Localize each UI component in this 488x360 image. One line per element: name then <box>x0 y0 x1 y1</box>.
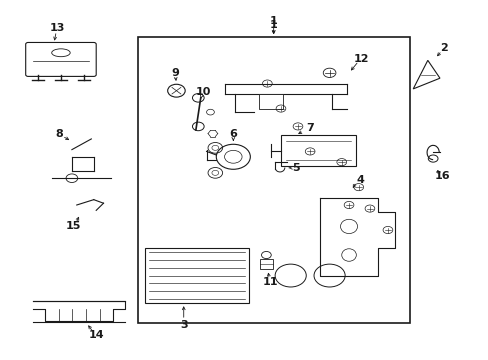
Bar <box>260 259 272 269</box>
Text: 11: 11 <box>262 277 278 287</box>
Text: 8: 8 <box>55 129 62 139</box>
Text: 1: 1 <box>269 19 277 30</box>
Text: 1: 1 <box>269 16 277 26</box>
Text: 16: 16 <box>434 171 450 181</box>
Bar <box>259 94 283 109</box>
Bar <box>137 37 409 323</box>
Text: 6: 6 <box>228 129 236 139</box>
Text: 14: 14 <box>88 330 104 341</box>
Text: 5: 5 <box>291 163 299 173</box>
Text: 10: 10 <box>195 87 210 98</box>
Bar <box>144 248 249 303</box>
FancyBboxPatch shape <box>26 42 96 76</box>
Text: 7: 7 <box>305 123 313 133</box>
Text: 2: 2 <box>439 43 447 53</box>
Text: 15: 15 <box>65 221 81 231</box>
Text: 9: 9 <box>171 68 179 78</box>
Bar <box>281 135 356 166</box>
Polygon shape <box>412 60 439 89</box>
Text: 4: 4 <box>356 175 364 185</box>
Text: 13: 13 <box>49 23 65 33</box>
Text: 12: 12 <box>353 54 368 64</box>
Text: 3: 3 <box>180 320 187 330</box>
